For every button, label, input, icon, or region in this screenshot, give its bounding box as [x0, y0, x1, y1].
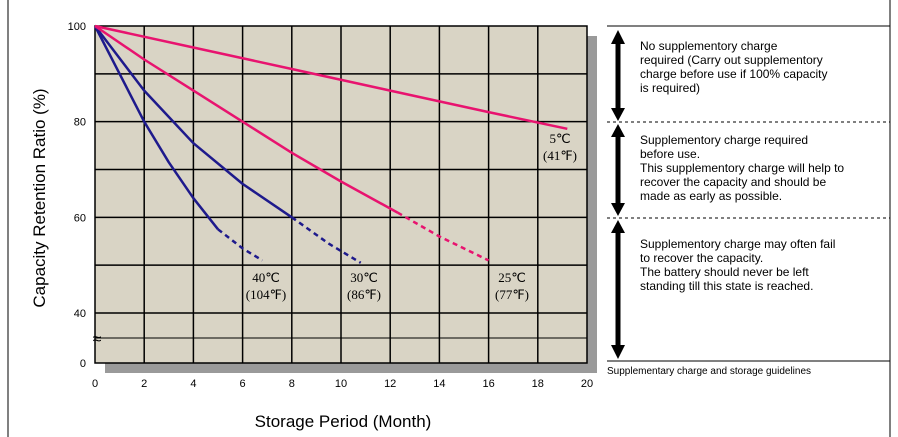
x-tick-label: 4 — [190, 378, 196, 390]
x-tick-label: 16 — [482, 378, 494, 390]
series-line-dashed — [396, 211, 490, 262]
zone-2-line-1: Supplementory charge required — [640, 133, 808, 147]
zone-arrow-1 — [611, 30, 625, 121]
zone-3-text: Supplementory charge may often fail to r… — [640, 237, 839, 293]
zone-1-line-3: charge before use if 100% capacity — [640, 67, 827, 81]
series-label: 40℃ — [252, 270, 280, 285]
series-label: (77℉) — [495, 287, 529, 302]
zone-2-text: Supplementory charge required before use… — [640, 133, 847, 203]
zone-2-line-5: made as early as possible. — [640, 189, 782, 203]
series-line — [94, 24, 399, 214]
y-tick-label: 80 — [74, 117, 86, 129]
x-tick-label: 12 — [384, 378, 396, 390]
zone-arrow-2 — [611, 124, 625, 216]
zone-1-line-2: required (Carry out supplementory — [640, 53, 823, 67]
zone-1-line-1: No supplementory charge — [640, 39, 778, 53]
x-tick-label: 8 — [289, 378, 295, 390]
series-line — [93, 25, 219, 231]
x-axis-title: Storage Period (Month) — [255, 412, 432, 431]
zone-1-text: No supplementory charge required (Carry … — [640, 39, 831, 95]
series-line-dashed — [291, 216, 362, 264]
series-line — [94, 24, 568, 131]
series-line-dashed — [217, 228, 263, 262]
zone-3-line-4: standing till this state is reached. — [640, 279, 813, 293]
axis-break-symbol: ≈ — [93, 331, 102, 348]
zone-2-line-3: This supplementory charge will help to — [640, 161, 844, 175]
y-tick-label: 0 — [80, 358, 86, 370]
y-axis-title: Capacity Retention Ratio (%) — [30, 88, 49, 307]
zone-3-line-3: The battery should never be left — [640, 265, 809, 279]
grid — [95, 26, 587, 363]
series-label: (86℉) — [347, 287, 381, 302]
series-label: (41℉) — [543, 148, 577, 163]
x-tick-label: 2 — [141, 378, 147, 390]
series-label: 30℃ — [350, 270, 378, 285]
y-tick-label: 60 — [74, 212, 86, 224]
zone-3-line-2: to recover the capacity. — [640, 251, 763, 265]
x-tick-label: 0 — [92, 378, 98, 390]
x-tick-label: 14 — [433, 378, 445, 390]
y-tick-label: 40 — [74, 308, 86, 320]
y-tick-label: 100 — [68, 21, 86, 33]
series-lines — [93, 24, 568, 264]
series-label: 5℃ — [549, 131, 570, 146]
zone-3-line-1: Supplementory charge may often fail — [640, 237, 835, 251]
series-labels: 40℃ (104℉) 30℃ (86℉) 25℃ (77℉) 5℃ (41℉) — [246, 131, 577, 302]
x-tick-label: 18 — [532, 378, 544, 390]
x-tick-label: 6 — [240, 378, 246, 390]
series-label: 25℃ — [498, 270, 526, 285]
guidelines-caption: Supplementary charge and storage guideli… — [607, 366, 811, 377]
series-line — [94, 25, 293, 219]
x-tick-label: 10 — [335, 378, 347, 390]
tick-labels: 0 2 4 6 8 10 12 14 16 18 20 100 80 60 40 0 — [68, 21, 593, 390]
x-tick-label: 20 — [581, 378, 593, 390]
zone-arrow-3 — [611, 220, 625, 359]
zone-2-line-2: before use. — [640, 147, 700, 161]
series-label: (104℉) — [246, 287, 287, 302]
zone-2-line-4: recover the capacity and should be — [640, 175, 826, 189]
zone-1-line-4: is required) — [640, 81, 700, 95]
